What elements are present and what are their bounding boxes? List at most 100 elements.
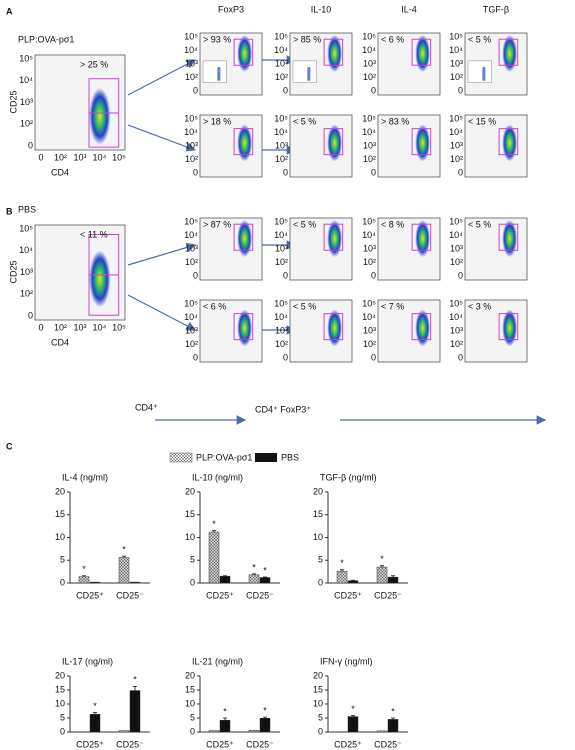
y-tick-label: 0: [283, 167, 288, 177]
x-tick-label: 10²: [54, 322, 67, 332]
bar-hatch: [119, 557, 129, 583]
legend-swatch: [169, 452, 193, 463]
gate: [498, 313, 519, 341]
error-bar: [340, 569, 344, 572]
y-tick-label: 10³: [363, 325, 376, 335]
significance: *: [380, 554, 384, 564]
x-tick-label: 10³: [73, 322, 86, 332]
y-tick-label: 10⁵: [184, 298, 198, 308]
bar: [89, 581, 101, 584]
gate: [411, 223, 432, 251]
y-tick-label: 0: [458, 85, 463, 95]
isotype-bar: [217, 67, 221, 81]
y-tick-label: 10³: [20, 267, 33, 277]
x-tick-label: 10⁵: [112, 322, 126, 332]
gate: [323, 38, 344, 66]
event-cloud: [415, 34, 431, 73]
significance: *: [223, 706, 227, 716]
event-cloud: [237, 219, 253, 258]
y-tick-label: 10⁵: [449, 298, 463, 308]
y-tick-label: 10²: [450, 154, 463, 164]
column-header: TGF-β: [483, 4, 509, 14]
significance: *: [263, 565, 267, 575]
chart-title: IL-17 (ng/ml): [62, 656, 113, 666]
gate-percent: > 85 %: [293, 34, 321, 44]
legend-label: PBS: [281, 452, 299, 462]
y-tick-label: 10³: [275, 140, 288, 150]
y-tick-label: 0: [371, 352, 376, 362]
x-tick-label: 10⁴: [93, 152, 107, 162]
x-tick-label: CD25⁻: [116, 590, 144, 600]
y-tick-label: 10⁴: [449, 127, 463, 137]
y-tick-label: 10³: [363, 140, 376, 150]
y-tick-label: 10⁴: [19, 245, 33, 255]
x-tick-label: 10²: [54, 152, 67, 162]
x-tick-label: CD25⁻: [246, 590, 274, 600]
y-tick-label: 5: [318, 555, 323, 565]
legend-label: PLP:OVA-pσ1: [196, 452, 252, 462]
y-tick-label: 10⁵: [184, 113, 198, 123]
isotype-inset: [292, 60, 317, 83]
y-tick-label: 10²: [20, 289, 33, 299]
significance: *: [391, 706, 395, 716]
significance: *: [263, 706, 267, 716]
y-tick-label: 0: [193, 167, 198, 177]
error-bar: [82, 575, 86, 577]
y-tick-label: 0: [283, 352, 288, 362]
gate: [411, 128, 432, 156]
plot-frame: [34, 54, 126, 151]
event-cloud: [502, 309, 518, 347]
y-tick-label: 10³: [450, 58, 463, 68]
bar: [129, 581, 141, 584]
bar-hatch: [209, 532, 219, 583]
gate-percent: < 8 %: [381, 219, 404, 229]
y-tick-label: 20: [313, 670, 323, 680]
plot-frame: [377, 217, 441, 281]
y-tick-label: 10³: [185, 243, 198, 253]
y-tick-label: 10²: [20, 119, 33, 129]
y-tick-label: 10⁴: [449, 230, 463, 240]
y-tick-label: 10⁵: [19, 223, 33, 233]
x-tick-label: CD25⁺: [206, 590, 234, 600]
bar: [129, 690, 141, 733]
y-tick-label: 20: [313, 486, 323, 496]
event-cloud: [502, 124, 518, 162]
y-tick-label: 10⁵: [449, 31, 463, 41]
y-tick-label: 10⁵: [274, 113, 288, 123]
error-bar: [133, 685, 137, 691]
gate-percent: < 6 %: [381, 34, 404, 44]
y-tick-label: 0: [28, 310, 33, 320]
y-tick-label: 5: [60, 555, 65, 565]
y-tick-label: 10³: [185, 325, 198, 335]
y-tick-label: 10⁵: [449, 216, 463, 226]
y-tick-label: 10³: [363, 243, 376, 253]
gate-percent: < 5 %: [293, 301, 316, 311]
significance: *: [122, 545, 126, 555]
error-bar: [252, 573, 256, 575]
event-cloud: [327, 219, 343, 258]
y-tick-label: 10⁴: [362, 312, 376, 322]
bar: [259, 718, 271, 733]
y-tick-label: 0: [60, 726, 65, 736]
y-tick-label: 5: [190, 712, 195, 722]
y-tick-label: 10⁵: [274, 298, 288, 308]
column-header: IL-4: [401, 4, 417, 14]
significance: *: [252, 562, 256, 572]
x-tick-label: CD25⁻: [374, 739, 402, 749]
y-tick-label: 10⁴: [362, 45, 376, 55]
gate: [323, 128, 344, 156]
y-tick-label: 10⁵: [449, 113, 463, 123]
panel-label: B: [6, 206, 13, 216]
y-tick-label: 10³: [275, 325, 288, 335]
bar-hatch: [249, 730, 259, 732]
x-tick-label: CD25⁺: [76, 739, 104, 749]
event-cloud: [237, 34, 253, 73]
plot-frame: [464, 217, 528, 281]
y-tick-label: 10⁴: [184, 45, 198, 55]
gate-percent: > 25 %: [80, 59, 108, 69]
y-tick-label: 20: [55, 486, 65, 496]
x-tick-label: 0: [38, 152, 43, 162]
gate: [498, 223, 519, 251]
y-tick-label: 15: [55, 509, 65, 519]
bar-hatch: [377, 730, 387, 732]
